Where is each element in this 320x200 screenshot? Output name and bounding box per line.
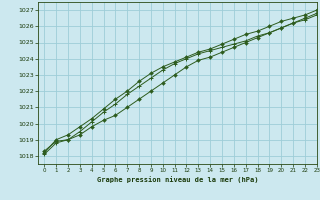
X-axis label: Graphe pression niveau de la mer (hPa): Graphe pression niveau de la mer (hPa) <box>97 176 258 183</box>
